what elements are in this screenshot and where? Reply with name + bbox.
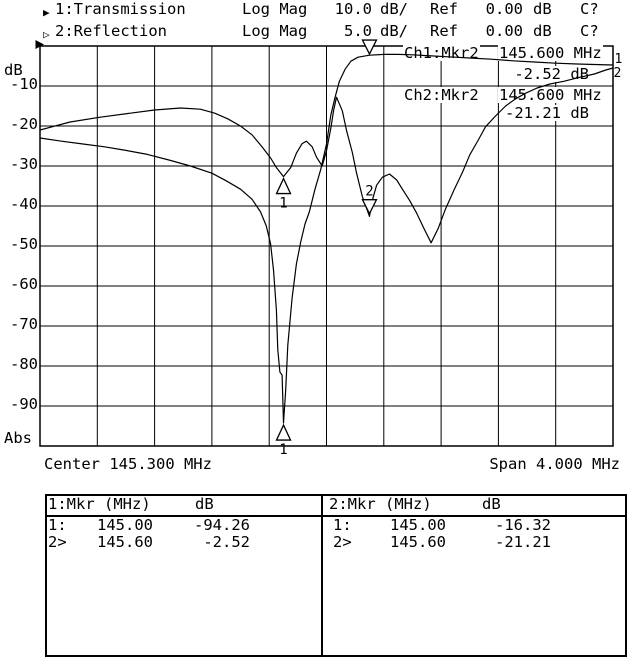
ch1-format[interactable]: Log Mag xyxy=(242,0,308,18)
marker-frequency: 145.60 xyxy=(390,533,446,551)
ch2-scale-unit: dB/ xyxy=(380,22,408,40)
mtable-ch1-title: 1:Mkr (MHz) xyxy=(48,495,151,513)
y-tick-label: -40 xyxy=(10,195,38,213)
ch1-marker-readout-value: -2.52 dB xyxy=(508,66,590,82)
ch2-header: ▷ 2:Reflection Log Mag 5.0 dB/ Ref 0.00 … xyxy=(0,23,640,528)
marker-table xyxy=(45,494,627,657)
y-tick-label: -50 xyxy=(10,235,38,253)
ch2-marker-readout-freq: 145.600 MHz xyxy=(498,86,603,104)
ch2-marker-readout-label: Ch2:Mkr2 xyxy=(403,86,480,104)
y-tick-label: -10 xyxy=(10,75,38,93)
ch1-ref-label[interactable]: Ref xyxy=(430,0,458,18)
y-axis-bottom-label: Abs xyxy=(4,429,32,447)
marker-number[interactable]: 1: xyxy=(333,516,352,534)
y-tick-label: -80 xyxy=(10,355,38,373)
ch2-ref-value[interactable]: 0.00 xyxy=(485,22,523,40)
marker-value: -16.32 xyxy=(495,516,551,534)
ch1-marker2-triangle-icon[interactable] xyxy=(361,39,378,56)
ch1-scale-unit: dB/ xyxy=(380,0,408,18)
y-tick-label: -20 xyxy=(10,115,38,133)
mtable-ch1-unit: dB xyxy=(195,495,214,513)
marker-value: -21.21 xyxy=(495,533,551,551)
ch1-marker-readout-label: Ch1:Mkr2 xyxy=(403,44,480,62)
ch1-ref-value[interactable]: 0.00 xyxy=(485,0,523,18)
ch2-trace-label[interactable]: 2:Reflection xyxy=(55,22,167,40)
marker-value: -94.26 xyxy=(194,516,250,534)
y-axis-unit: dB xyxy=(4,61,23,79)
marker-frequency: 145.60 xyxy=(97,533,153,551)
y-tick-label: -60 xyxy=(10,275,38,293)
y-tick-label: -90 xyxy=(10,395,38,413)
ch1-cal-status: C? xyxy=(580,0,599,18)
ch2-scale[interactable]: 5.0 xyxy=(344,22,372,40)
ch1-scale[interactable]: 10.0 xyxy=(334,0,372,18)
x-axis-center: Center 145.300 MHz xyxy=(44,455,212,473)
marker-number[interactable]: 2> xyxy=(48,533,67,551)
marker-number[interactable]: 1: xyxy=(48,516,67,534)
marker-frequency: 145.00 xyxy=(390,516,446,534)
ch1-header: ▶ 1:Transmission Log Mag 10.0 dB/ Ref 0.… xyxy=(0,1,640,288)
y-tick-label: -70 xyxy=(10,315,38,333)
x-axis-span: Span 4.000 MHz xyxy=(489,455,620,473)
ch1-trace-label[interactable]: 1:Transmission xyxy=(55,0,186,18)
y-tick-label: -30 xyxy=(10,155,38,173)
ch2-ref-unit: dB xyxy=(533,22,552,40)
ch1-marker-readout-freq: 145.600 MHz xyxy=(498,44,603,62)
ch2-format[interactable]: Log Mag xyxy=(242,22,308,40)
ch2-inactive-arrow-icon: ▷ xyxy=(43,28,50,41)
ch1-ref-unit: dB xyxy=(533,0,552,18)
mtable-ch2-unit: dB xyxy=(482,495,501,513)
ch2-marker-readout-value: -21.21 dB xyxy=(503,104,590,122)
marker-value: -2.52 xyxy=(203,533,250,551)
mtable-ch2-title: 2:Mkr (MHz) xyxy=(329,495,432,513)
marker-number[interactable]: 2> xyxy=(333,533,352,551)
marker-table-header-line xyxy=(45,515,627,517)
trace2-id-label: 2 xyxy=(614,66,622,81)
trace1-id-label: 1 xyxy=(615,52,623,67)
ch1-active-arrow-icon: ▶ xyxy=(43,6,50,19)
marker-frequency: 145.00 xyxy=(97,516,153,534)
ch2-cal-status: C? xyxy=(580,22,599,40)
ch2-ref-label[interactable]: Ref xyxy=(430,22,458,40)
marker-table-divider xyxy=(321,494,323,657)
